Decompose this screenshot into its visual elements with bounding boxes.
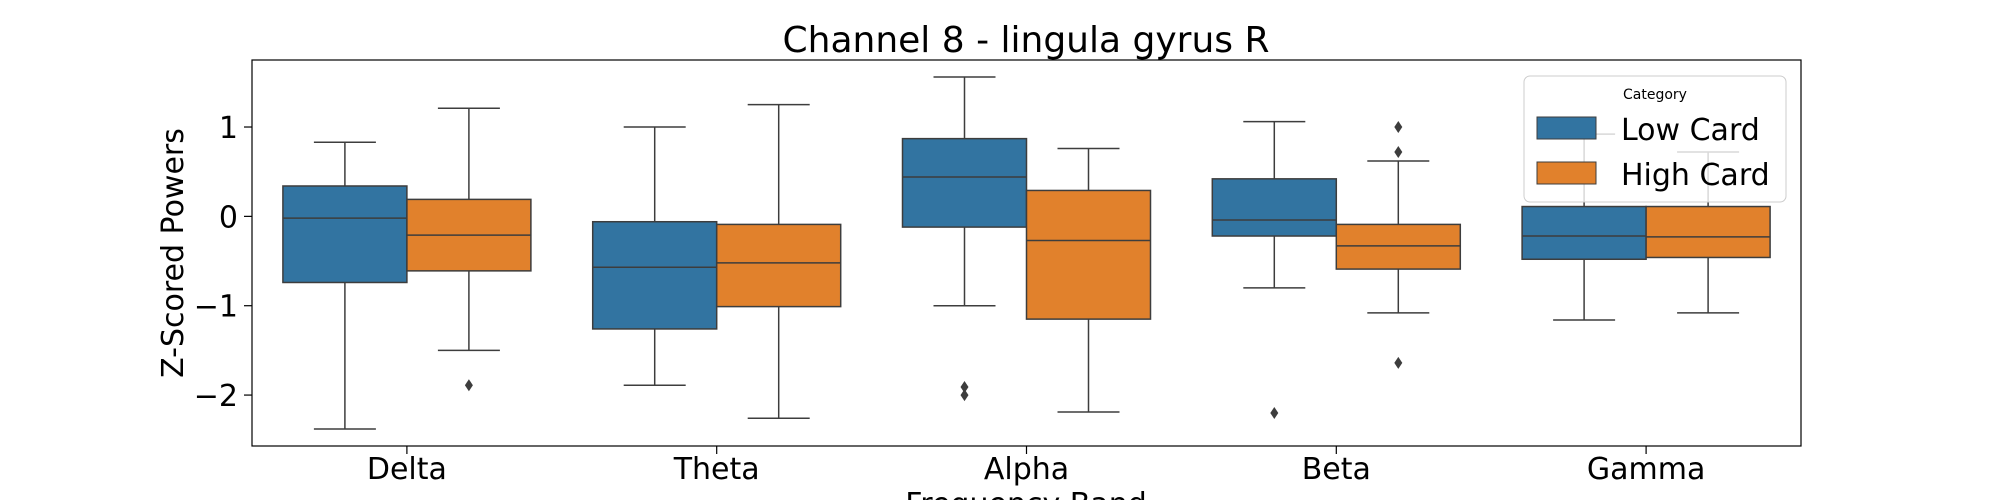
x-tick-label-beta: Beta — [1302, 452, 1371, 487]
box-low-card-alpha — [901, 76, 1028, 402]
iqr-box — [591, 220, 718, 330]
box-high-card-theta — [715, 103, 842, 420]
iqr-box — [1645, 205, 1771, 259]
outlier-point — [1394, 146, 1403, 159]
box-high-card-gamma — [1645, 151, 1771, 314]
iqr-box — [282, 185, 408, 284]
outlier-point — [1394, 121, 1403, 134]
box-low-card-theta — [591, 126, 718, 386]
iqr-box — [715, 223, 842, 308]
y-axis: 1 0 −1 −2 — [194, 111, 252, 414]
chart-title: Channel 8 - lingula gyrus R — [782, 20, 1269, 61]
x-tick-label-gamma: Gamma — [1587, 452, 1705, 487]
outlier-point — [1270, 406, 1279, 419]
box-low-card-beta — [1211, 120, 1338, 419]
outlier-point — [960, 381, 969, 394]
legend: Category Low Card High Card — [1523, 75, 1787, 203]
legend-swatch-high-card — [1536, 161, 1597, 185]
y-tick-label: 1 — [219, 111, 238, 146]
legend-swatch-low-card — [1536, 116, 1597, 140]
x-tick-label-theta: Theta — [673, 452, 760, 487]
y-tick-label: −1 — [194, 290, 238, 325]
outlier-point — [960, 389, 969, 402]
outlier-point — [1394, 356, 1403, 369]
x-axis-label: Frequency Band — [905, 487, 1147, 500]
y-tick-label: −2 — [194, 379, 238, 414]
box-low-card-delta — [282, 141, 408, 430]
plot-area — [282, 76, 1771, 430]
x-axis: Delta Theta Alpha Beta Gamma — [367, 446, 1705, 487]
iqr-box — [1025, 189, 1152, 320]
x-tick-label-alpha: Alpha — [984, 452, 1069, 487]
box-high-card-alpha — [1025, 147, 1152, 413]
iqr-box — [901, 137, 1028, 228]
iqr-box — [1521, 205, 1647, 261]
legend-label-high-card: High Card — [1621, 158, 1770, 193]
y-tick-label: 0 — [219, 200, 238, 235]
box-high-card-delta — [406, 107, 532, 392]
legend-title: Category — [1623, 87, 1687, 103]
y-axis-label: Z-Scored Powers — [156, 128, 191, 378]
iqr-box — [1211, 178, 1338, 237]
x-tick-label-delta: Delta — [367, 452, 447, 487]
iqr-box — [1335, 223, 1462, 270]
legend-label-low-card: Low Card — [1621, 113, 1760, 148]
outlier-point — [464, 379, 473, 392]
box-high-card-beta — [1335, 121, 1462, 369]
